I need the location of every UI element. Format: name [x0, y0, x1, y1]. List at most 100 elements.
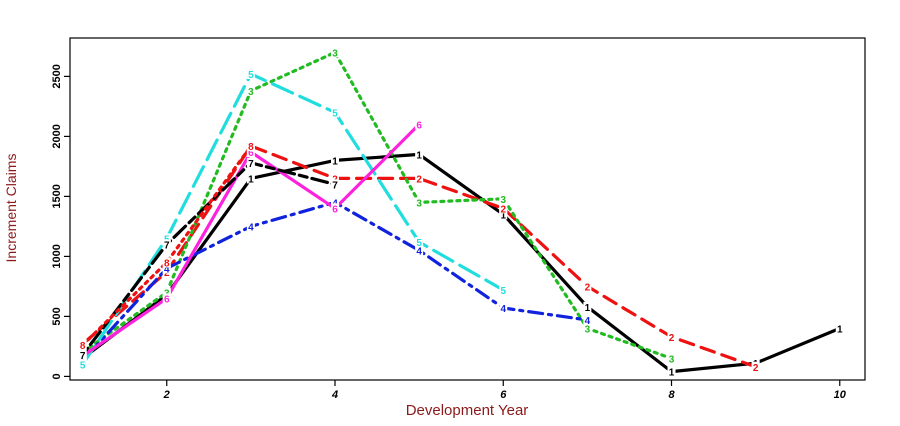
- point-label: 1: [585, 303, 591, 314]
- point-label-bg: [583, 301, 592, 312]
- point-label: 4: [164, 264, 170, 275]
- point-label-bg: [499, 203, 508, 214]
- x-tick-label: 2: [163, 389, 170, 401]
- point-label-bg: [162, 239, 171, 250]
- point-label-bg: [331, 179, 339, 190]
- plot-frame: [69, 37, 866, 381]
- point-label: 1: [837, 324, 843, 335]
- point-label-bg: [246, 173, 255, 184]
- point-label: 3: [248, 87, 254, 98]
- point-label: 5: [248, 70, 254, 81]
- point-label: 4: [585, 316, 591, 327]
- point-label: 8: [248, 142, 254, 153]
- point-label-bg: [667, 331, 676, 342]
- point-label-bg: [415, 119, 424, 130]
- point-label-bg: [415, 245, 424, 256]
- point-label-bg: [246, 147, 255, 157]
- point-label-bg: [583, 281, 592, 292]
- point-label-bg: [162, 233, 171, 244]
- point-label-bg: [331, 47, 339, 58]
- y-tick-label: 2000: [51, 124, 63, 148]
- point-label: 7: [164, 240, 170, 251]
- point-label-bg: [162, 257, 171, 268]
- point-label-bg: [78, 349, 87, 360]
- point-label: 3: [416, 198, 422, 209]
- point-label-bg: [78, 359, 87, 370]
- point-label-bg: [499, 193, 508, 204]
- point-label: 1: [669, 368, 675, 379]
- point-label-bg: [162, 287, 171, 298]
- point-label: 3: [585, 324, 591, 335]
- point-label: 2: [500, 204, 506, 215]
- x-axis-label: Development Year: [406, 402, 529, 419]
- point-label: 7: [80, 351, 86, 362]
- x-tick-label: 8: [668, 389, 675, 401]
- point-label-bg: [667, 366, 676, 377]
- point-label-bg: [246, 221, 255, 232]
- point-label: 1: [416, 150, 422, 161]
- point-label: 1: [332, 156, 338, 167]
- point-label: 2: [669, 333, 675, 344]
- point-label: 2: [164, 268, 170, 279]
- series-lines: [80, 50, 842, 374]
- point-label-bg: [583, 315, 592, 325]
- series-line-4: [80, 200, 590, 363]
- point-label: 6: [248, 148, 254, 159]
- series-line-2: [80, 144, 758, 369]
- point-labels: 1111111111222222222333333334444444555555…: [78, 47, 844, 379]
- point-label-bg: [751, 361, 760, 372]
- point-label-bg: [331, 107, 339, 118]
- x-axis: 2 4 6 8 10: [163, 380, 847, 401]
- x-tick-label: 6: [500, 389, 507, 401]
- point-label: 5: [500, 286, 506, 297]
- x-tick-label: 4: [331, 389, 338, 401]
- x-tick-label: 10: [834, 389, 847, 401]
- point-label: 6: [332, 204, 338, 215]
- point-label: 5: [332, 108, 338, 119]
- point-label-bg: [246, 85, 255, 96]
- point-label: 3: [332, 48, 338, 59]
- y-axis-label: Increment Claims: [3, 154, 19, 263]
- point-label-bg: [415, 173, 424, 184]
- y-tick-label: 2500: [51, 64, 63, 88]
- point-label: 6: [164, 294, 170, 305]
- point-label: 7: [248, 159, 254, 170]
- point-label: 1: [248, 174, 254, 185]
- series-line-8: [80, 144, 253, 347]
- point-label-bg: [331, 203, 339, 214]
- series-line-5: [80, 72, 505, 366]
- point-label-bg: [78, 340, 87, 351]
- point-label: 1: [500, 210, 506, 221]
- point-label-bg: [331, 155, 339, 166]
- point-label: 2: [753, 363, 759, 374]
- point-label: 5: [80, 360, 86, 371]
- y-tick-label: 1000: [51, 244, 63, 268]
- point-label: 2: [416, 174, 422, 185]
- point-label: 4: [500, 304, 506, 315]
- point-label-bg: [415, 237, 424, 247]
- y-axis: 0 500 1000 1500 2000 2500: [51, 64, 70, 379]
- series-line-3: [80, 50, 674, 360]
- point-label: 3: [669, 354, 675, 365]
- point-label-bg: [162, 263, 171, 274]
- point-label-bg: [415, 149, 424, 160]
- point-label-bg: [246, 69, 255, 79]
- point-label-bg: [331, 197, 339, 208]
- point-label-bg: [499, 285, 508, 295]
- point-label: 2: [585, 282, 591, 293]
- point-label-bg: [162, 293, 171, 304]
- point-label: 7: [332, 180, 338, 191]
- point-label-bg: [835, 323, 844, 334]
- y-tick-label: 500: [51, 307, 63, 325]
- point-label: 6: [416, 120, 422, 131]
- point-label-bg: [415, 197, 424, 208]
- y-tick-label: 1500: [51, 184, 63, 208]
- point-label: 4: [416, 246, 422, 257]
- series-line-7: [80, 161, 337, 357]
- point-label: 8: [164, 258, 170, 269]
- point-label-bg: [246, 141, 255, 151]
- point-label-bg: [499, 303, 508, 313]
- point-label: 3: [500, 195, 506, 206]
- series-line-1: [80, 152, 842, 374]
